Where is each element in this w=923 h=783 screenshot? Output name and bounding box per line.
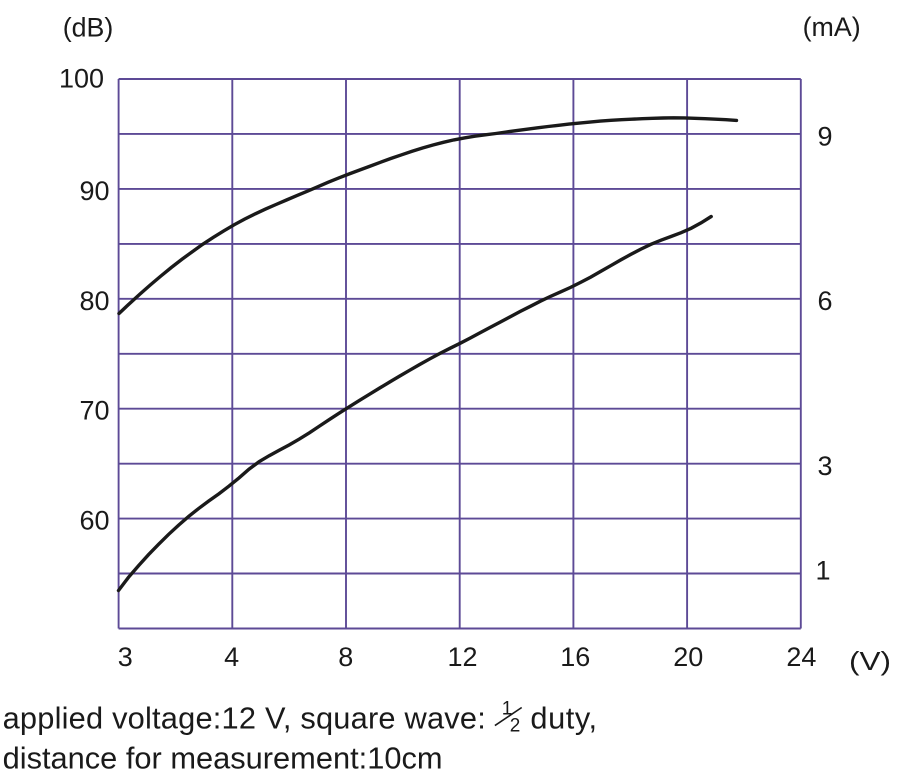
- svg-text:1: 1: [502, 699, 513, 720]
- svg-text:90: 90: [79, 176, 109, 206]
- svg-text:3: 3: [118, 642, 133, 672]
- svg-text:4: 4: [224, 642, 239, 672]
- svg-text:duty,: duty,: [530, 701, 597, 736]
- svg-text:70: 70: [79, 396, 109, 426]
- svg-text:8: 8: [338, 642, 353, 672]
- svg-text:12: 12: [447, 642, 477, 672]
- svg-text:20: 20: [673, 642, 703, 672]
- svg-text:6: 6: [817, 286, 832, 316]
- svg-text:80: 80: [79, 286, 109, 316]
- svg-text:3: 3: [817, 451, 832, 481]
- svg-text:9: 9: [817, 121, 832, 151]
- svg-text:(V): (V): [849, 646, 891, 676]
- svg-text:16: 16: [560, 642, 590, 672]
- svg-text:distance for measurement:10cm: distance for measurement:10cm: [3, 740, 443, 775]
- svg-text:100: 100: [59, 64, 104, 94]
- svg-text:applied voltage:12 V, square w: applied voltage:12 V, square wave:: [3, 701, 486, 736]
- svg-text:(mA): (mA): [803, 12, 861, 42]
- svg-text:60: 60: [79, 506, 109, 536]
- svg-text:1: 1: [815, 556, 830, 586]
- svg-text:(dB): (dB): [63, 13, 114, 43]
- svg-text:24: 24: [786, 642, 816, 672]
- svg-text:2: 2: [510, 715, 521, 736]
